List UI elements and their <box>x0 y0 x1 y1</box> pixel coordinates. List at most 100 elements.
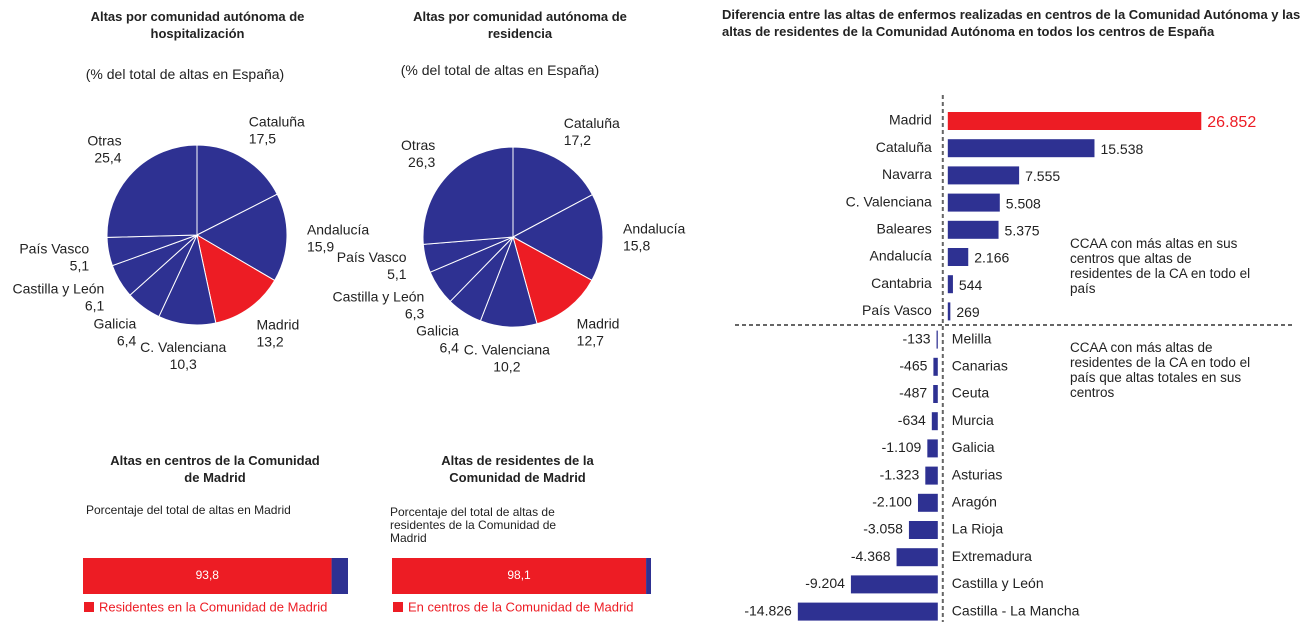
bar <box>936 330 938 349</box>
slice-value: 5,1 <box>70 257 90 273</box>
bar-value-label: -2.100 <box>872 494 912 510</box>
category-label: Melilla <box>952 330 992 346</box>
annotation: CCAA con más altas en sus centros que al… <box>1070 236 1251 296</box>
slice-value: 25,4 <box>94 150 121 166</box>
bar-segment <box>83 558 332 594</box>
bar-value-label: -4.368 <box>851 548 891 564</box>
category-label: País Vasco <box>862 302 932 318</box>
legend-label: En centros de la Comunidad de Madrid <box>408 599 633 614</box>
pie-slice <box>106 144 198 238</box>
pie-slice <box>196 144 278 236</box>
bar-segment <box>331 558 348 594</box>
slice-label: Cataluña <box>249 114 305 130</box>
bar <box>933 385 938 403</box>
category-label: Cantabria <box>871 275 932 291</box>
bar-value-label: -634 <box>898 412 926 428</box>
pie-slice <box>511 193 604 282</box>
slice-value: 5,1 <box>387 266 407 282</box>
bar-value-label: -14.826 <box>744 602 792 618</box>
bar-value-label: 544 <box>959 277 983 293</box>
bar-value-label: -465 <box>899 358 927 374</box>
bar-value-label: -1.109 <box>882 439 922 455</box>
slice-value: 6,4 <box>440 339 460 355</box>
bar <box>797 602 938 621</box>
bar <box>927 439 938 458</box>
bar <box>947 166 1020 185</box>
bar-segment <box>646 558 651 594</box>
chart-title: Altas por comunidad autónoma de hospital… <box>90 9 305 41</box>
slice-label: Andalucía <box>307 221 369 237</box>
bar-segment <box>392 558 647 594</box>
bar <box>947 139 1095 158</box>
slice-value: 15,8 <box>623 237 650 253</box>
bar <box>896 548 938 567</box>
chart-title: Altas en centros de la Comunidad de Madr… <box>110 453 320 485</box>
bar-value-label: 5.508 <box>1006 195 1041 211</box>
slice-label: Andalucía <box>623 220 685 236</box>
bar-value-label: 7.555 <box>1025 168 1060 184</box>
slice-value: 26,3 <box>408 154 435 170</box>
bar-value-label: -133 <box>903 330 931 346</box>
bar <box>947 302 951 321</box>
category-label: Galicia <box>952 439 995 455</box>
slice-label: Castilla y León <box>12 280 104 296</box>
bar-value-label: -3.058 <box>863 521 903 537</box>
bar-value-label: 5.375 <box>1005 223 1040 239</box>
category-label: Cataluña <box>876 139 932 155</box>
legend-swatch <box>393 602 403 612</box>
slice-label: Otras <box>87 133 121 149</box>
slice-value: 6,1 <box>85 297 105 313</box>
category-label: Asturias <box>952 466 1003 482</box>
bar-value-label: 2.166 <box>974 250 1009 266</box>
category-label: Baleares <box>877 221 932 237</box>
slice-label: Galicia <box>416 322 459 338</box>
slice-label: Castilla y León <box>332 289 424 305</box>
bar-value-label: -9.204 <box>805 575 845 591</box>
category-label: Ceuta <box>952 385 990 401</box>
chart-title: Altas de residentes de la Comunidad de M… <box>441 453 594 485</box>
slice-label: C. Valenciana <box>140 339 226 355</box>
bar <box>947 248 969 266</box>
bar-value-label: -487 <box>899 385 927 401</box>
bar <box>908 521 938 539</box>
legend-swatch <box>84 602 94 612</box>
category-label: Canarias <box>952 358 1008 374</box>
bar <box>947 220 999 239</box>
pie-slice <box>195 193 288 282</box>
chart-title: Altas por comunidad autónoma de residenc… <box>413 9 627 41</box>
slice-label: Madrid <box>577 315 620 331</box>
slice-label: Cataluña <box>564 115 620 131</box>
category-label: Castilla y León <box>952 575 1044 591</box>
pie-slice <box>512 235 593 325</box>
bar-value-label: 26.852 <box>1207 114 1256 131</box>
slice-label: Madrid <box>256 317 299 333</box>
slice-label: Galicia <box>94 316 137 332</box>
category-label: Castilla - La Mancha <box>952 602 1080 618</box>
slice-label: País Vasco <box>19 240 89 256</box>
bar <box>917 493 938 512</box>
chart-subtitle: Porcentaje del total de altas en Madrid <box>86 503 291 517</box>
chart-subtitle: Porcentaje del total de altas de residen… <box>390 505 557 545</box>
bar-value-label: 269 <box>956 304 980 320</box>
bar <box>931 412 938 431</box>
legend-label: Residentes en la Comunidad de Madrid <box>99 599 327 614</box>
slice-value: 6,4 <box>117 333 137 349</box>
category-label: Murcia <box>952 412 994 428</box>
bar-value-label: 15.538 <box>1100 141 1143 157</box>
slice-value: 10,2 <box>493 359 520 375</box>
bar-value-label: 98,1 <box>507 568 531 582</box>
bar <box>925 466 938 485</box>
chart-title: Diferencia entre las altas de enfermos r… <box>722 7 1301 39</box>
slice-value: 6,3 <box>405 306 425 322</box>
chart-subtitle: (% del total de altas en España) <box>400 62 600 78</box>
category-label: Aragón <box>952 494 997 510</box>
bar-value-label: -1.323 <box>880 466 920 482</box>
category-label: Navarra <box>882 166 932 182</box>
chart-subtitle: (% del total de altas en España) <box>85 66 285 82</box>
annotation: CCAA con más altas de residentes de la C… <box>1070 340 1251 400</box>
pie-slice <box>512 146 594 238</box>
bar <box>947 112 1202 130</box>
pie-slice <box>422 146 514 245</box>
slice-value: 17,2 <box>564 132 591 148</box>
